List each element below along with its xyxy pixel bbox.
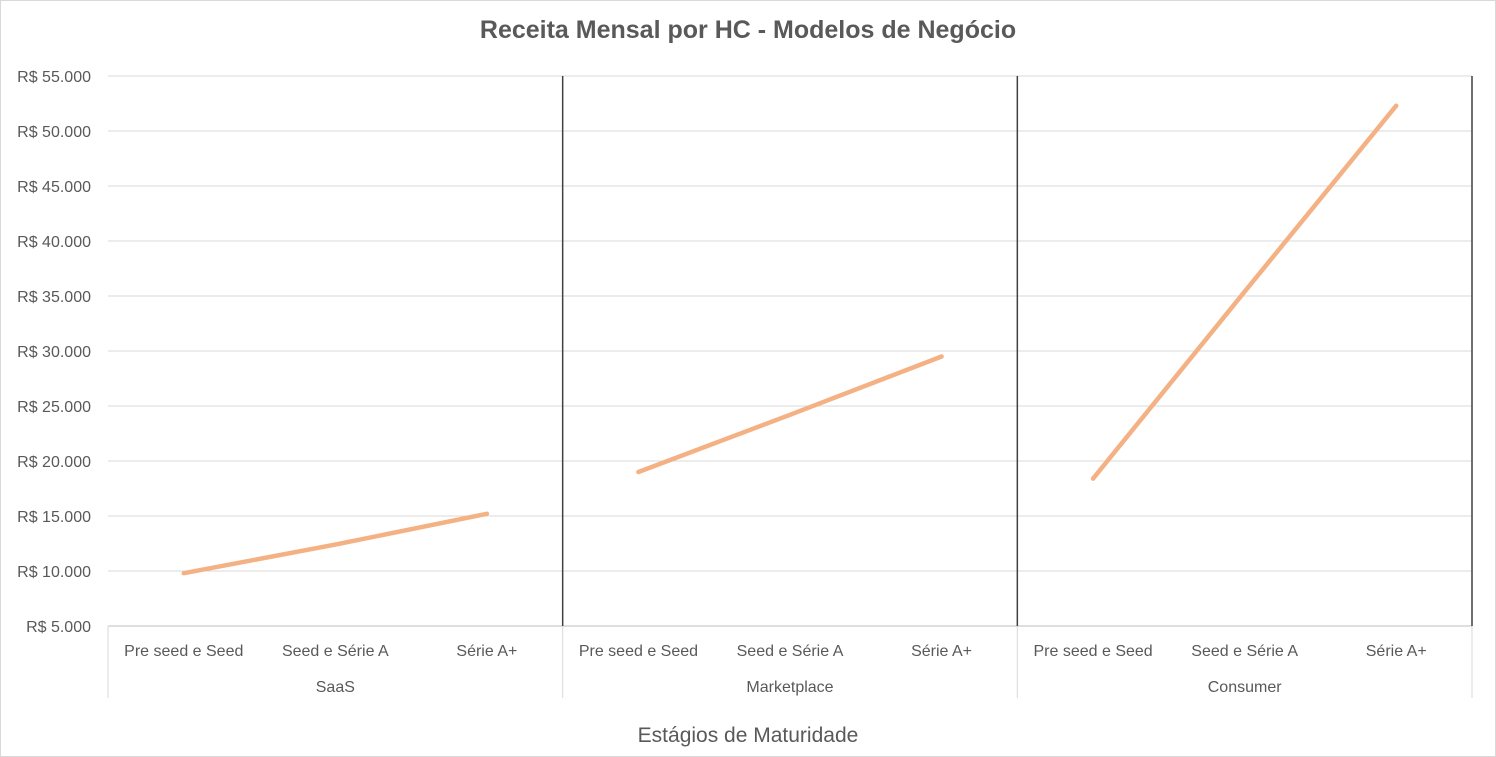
y-tick-label: R$ 40.000 [17,234,91,251]
y-tick-label: R$ 5.000 [26,619,91,636]
x-tick-label: Pre seed e Seed [1034,643,1153,660]
series-line-saas [181,511,490,576]
x-tick-label: Série A+ [456,643,517,660]
x-tick-label: Seed e Série A [1191,643,1298,660]
y-tick-label: R$ 25.000 [17,399,91,416]
x-axis-title: Estágios de Maturidade [637,724,859,747]
y-tick-label: R$ 55.000 [17,69,91,86]
x-tick-label: Seed e Série A [282,643,389,660]
y-tick-label: R$ 45.000 [17,179,91,196]
x-tick-label: Pre seed e Seed [579,643,698,660]
x-group-label: SaaS [316,679,355,696]
chart-title: Receita Mensal por HC - Modelos de Negóc… [479,16,1017,44]
y-tick-label: R$ 15.000 [17,509,91,526]
y-tick-label: R$ 50.000 [17,124,91,141]
y-tick-label: R$ 30.000 [17,344,91,361]
y-tick-label: R$ 35.000 [17,289,91,306]
series-line-marketplace [636,354,944,475]
y-tick-label: R$ 20.000 [17,454,91,471]
x-tick-label: Série A+ [911,643,972,660]
x-tick-label: Série A+ [1366,643,1427,660]
series-line-consumer [1090,103,1399,481]
y-tick-label: R$ 10.000 [17,564,91,581]
x-group-label: Marketplace [746,679,833,696]
x-group-label: Consumer [1208,679,1282,696]
x-tick-label: Seed e Série A [737,643,844,660]
x-tick-label: Pre seed e Seed [124,643,243,660]
